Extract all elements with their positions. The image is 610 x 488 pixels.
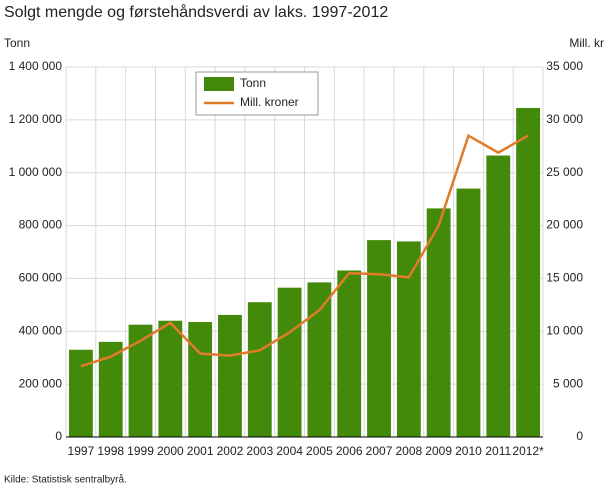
y2-tick-label: 5 000 [553, 376, 583, 390]
bar [337, 270, 362, 437]
x-tick-label: 2006 [336, 444, 363, 458]
bar [68, 349, 93, 437]
y-tick-label: 800 000 [19, 218, 63, 232]
y-tick-label: 1 000 000 [9, 165, 63, 179]
legend-label: Tonn [240, 76, 266, 90]
x-tick-label: 2000 [157, 444, 184, 458]
y-tick-label: 0 [55, 429, 62, 443]
y2-tick-label: 0 [576, 429, 583, 443]
x-tick-label: 2004 [276, 444, 303, 458]
bar [188, 322, 213, 437]
y-axis-label: Tonn [4, 36, 30, 50]
bar [307, 282, 332, 437]
x-tick-label: 2001 [187, 444, 214, 458]
x-tick-label: 2012* [512, 444, 544, 458]
bar [486, 155, 511, 438]
bar [98, 341, 123, 437]
y-tick-label: 400 000 [19, 323, 63, 337]
x-tick-label: 2002 [217, 444, 244, 458]
x-tick-label: 2007 [366, 444, 393, 458]
x-tick-label: 2003 [246, 444, 273, 458]
x-tick-label: 2009 [425, 444, 452, 458]
y2-tick-label: 20 000 [546, 218, 583, 232]
y2-tick-label: 35 000 [546, 59, 583, 73]
y-tick-label: 200 000 [19, 376, 63, 390]
y2-tick-label: 25 000 [546, 165, 583, 179]
x-tick-label: 2008 [395, 444, 422, 458]
x-tick-label: 1998 [97, 444, 124, 458]
legend-swatch [204, 77, 234, 91]
bar [367, 240, 391, 437]
legend-label: Mill. kroner [240, 95, 299, 109]
chart-title: Solgt mengde og førstehåndsverdi av laks… [4, 3, 388, 21]
x-tick-label: 2005 [306, 444, 333, 458]
bar [396, 241, 421, 437]
source: Kilde: Statistisk sentralbyrå. [4, 474, 127, 486]
x-tick-label: 1997 [68, 444, 95, 458]
line [80, 133, 529, 368]
bar [277, 287, 302, 437]
x-tick-label: 1999 [127, 444, 154, 458]
bar [128, 324, 153, 437]
bar [456, 188, 481, 437]
bar [516, 107, 541, 437]
bar [426, 208, 451, 437]
x-tick-label: 2011 [485, 444, 511, 458]
y-tick-label: 1 200 000 [9, 112, 63, 126]
bar [247, 302, 272, 437]
bar [218, 314, 242, 437]
y2-tick-label: 15 000 [546, 271, 583, 285]
y2-tick-label: 10 000 [546, 323, 583, 337]
x-tick-label: 2010 [455, 444, 482, 458]
bar [158, 320, 183, 437]
y-tick-label: 1 400 000 [9, 59, 63, 73]
y2-axis-label: Mill. kr [569, 36, 604, 50]
y-tick-label: 600 000 [19, 271, 63, 285]
y2-tick-label: 30 000 [546, 112, 583, 126]
